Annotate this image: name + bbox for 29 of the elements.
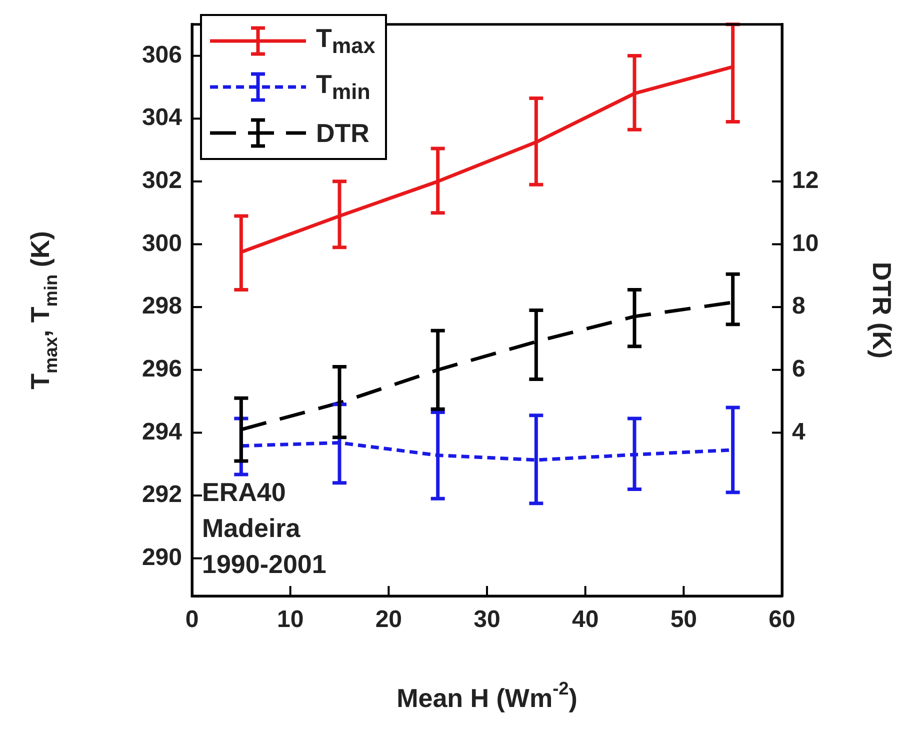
y-tick-label: 306 [142,41,182,68]
x-tick-label: 60 [768,606,796,634]
x-tick-label: 30 [474,606,500,634]
legend-label: T$_{min}$ [316,68,370,106]
annotation: ERA40 [202,477,286,508]
y2-tick-label: 6 [792,356,806,382]
y-tick-label: 290 [142,544,182,571]
annotation: 1990-2001 [202,549,326,580]
y-tick-label: 294 [142,418,183,446]
x-tick-label: 0 [185,606,199,634]
y2-axis-title: DTR (K) [866,262,897,359]
y-tick-label: 302 [142,167,182,194]
x-tick-label: 40 [572,606,599,634]
y-tick-label: 304 [142,104,183,132]
legend-label: DTR [316,118,370,148]
y2-tick-label: 10 [792,230,819,257]
y-tick-label: 298 [142,292,182,320]
y2-tick-label: 8 [792,292,806,320]
x-tick-label: 50 [670,606,698,634]
y2-tick-label: 4 [792,418,806,446]
x-tick-label: 10 [276,606,304,634]
legend-label: T$_{max}$ [316,22,376,60]
y2-tick-label: 12 [792,167,819,194]
x-tick-label: 20 [375,606,402,634]
y-tick-label: 300 [142,230,182,257]
y-tick-label: 296 [142,356,182,382]
y-tick-label: 292 [142,481,182,508]
annotation: Madeira [202,513,301,544]
y-axis-title: Tmax, Tmin (K) [25,231,61,390]
